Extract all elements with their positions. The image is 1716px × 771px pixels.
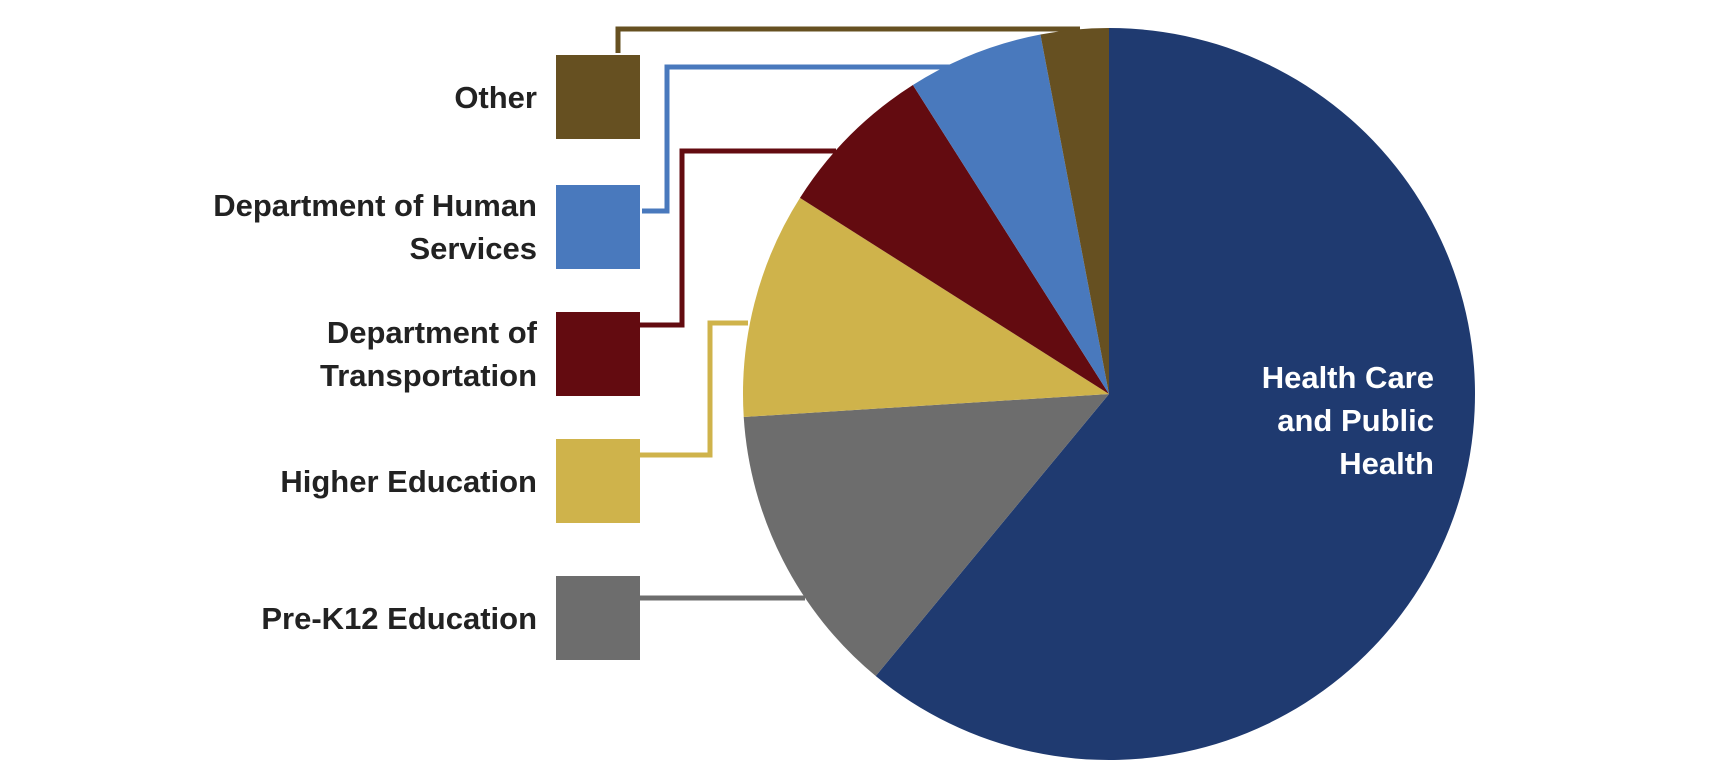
legend-label: Other (454, 79, 537, 115)
legend-swatch (556, 312, 640, 396)
legend-label: Department of Human Services (213, 188, 537, 266)
connector (640, 320, 748, 458)
legend-label: Higher Education (280, 463, 537, 499)
pie-slice (1040, 28, 1109, 394)
legend-swatch (556, 185, 640, 269)
legend-swatch (556, 576, 640, 660)
pie-slice (743, 394, 1109, 677)
connector (640, 148, 836, 328)
connector (615, 26, 1080, 53)
legend-label: Pre-K12 Education (261, 600, 537, 636)
legend-label: Department of Transportation (319, 315, 537, 393)
slice-label: Health Care and Public Health (1261, 360, 1434, 481)
pie-slice (799, 84, 1109, 394)
pie-slice (912, 34, 1109, 395)
pie-slice (875, 28, 1475, 760)
pie-slice (743, 197, 1109, 417)
legend-swatch (556, 439, 640, 523)
connector (642, 64, 955, 214)
legend-swatch (556, 55, 640, 139)
